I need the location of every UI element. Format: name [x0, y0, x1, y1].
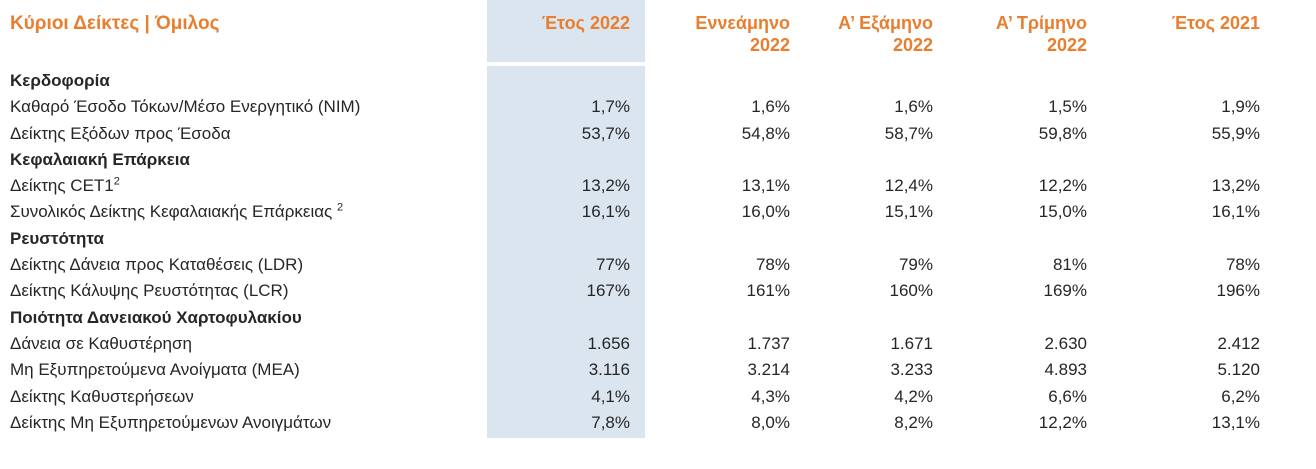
- footnote-marker: 2: [113, 175, 120, 188]
- section-label: Κερδοφορία: [10, 71, 110, 90]
- cell-value: 58,7%: [884, 123, 933, 143]
- cell-value: 78%: [755, 255, 790, 275]
- cell-value: 4,3%: [751, 386, 790, 406]
- cell-value: 6,6%: [1048, 386, 1087, 406]
- row-label: Δείκτης CET12: [10, 175, 120, 196]
- cell-value: 3.214: [747, 360, 790, 380]
- cell-value: 1,7%: [591, 97, 630, 117]
- row-label: Δείκτης Καθυστερήσεων: [10, 386, 194, 406]
- row-label: Δείκτης Μη Εξυπηρετούμενων Ανοιγμάτων: [10, 412, 332, 432]
- cell-value: 4,2%: [894, 386, 933, 406]
- table-header: Κύριοι Δείκτες | Όμιλος Έτος 2022 Εννεάμη…: [0, 0, 1316, 66]
- cell-value: 81%: [1052, 255, 1087, 275]
- cell-value: 15,1%: [884, 202, 933, 222]
- cell-value: 13,1%: [741, 176, 790, 196]
- section-row: Κεφαλαιακή Επάρκεια: [0, 150, 1316, 170]
- cell-value: 196%: [1216, 281, 1260, 301]
- cell-value: 3.233: [890, 360, 933, 380]
- footnote-marker: 2: [336, 201, 344, 214]
- cell-value: 169%: [1043, 281, 1087, 301]
- row-label: Συνολικός Δείκτης Κεφαλαιακής Επάρκειας …: [10, 201, 344, 222]
- column-header-line: Α’ Εξάμηνο: [838, 13, 933, 33]
- cell-value: 55,9%: [1211, 123, 1260, 143]
- cell-value: 79%: [898, 255, 933, 275]
- table-row: Δείκτης CET12 13,2% 13,1% 12,4% 12,2% 13,2%: [0, 176, 1316, 196]
- section-row: Κερδοφορία: [0, 71, 1316, 91]
- row-label: Δείκτης Κάλυψης Ρευστότητας (LCR): [10, 281, 289, 301]
- cell-value: 167%: [586, 281, 630, 301]
- column-header-line: 2022: [892, 35, 933, 55]
- cell-value: 54,8%: [741, 123, 790, 143]
- cell-value: 8,0%: [751, 412, 790, 432]
- table-row: Δείκτης Καθυστερήσεων 4,1% 4,3% 4,2% 6,6% 6,2…: [0, 387, 1316, 407]
- cell-value: 12,2%: [1038, 412, 1087, 432]
- table-row: Δάνεια σε Καθυστέρηση 1.656 1.737 1.671 2.63…: [0, 334, 1316, 354]
- cell-value: 1,6%: [751, 97, 790, 117]
- cell-value: 77%: [595, 255, 630, 275]
- table-row: Δείκτης Κάλυψης Ρευστότητας (LCR) 167% 161…: [0, 281, 1316, 301]
- section-label: Ρευστότητα: [10, 228, 104, 248]
- cell-value: 5.120: [1217, 360, 1260, 380]
- table-row: Συνολικός Δείκτης Κεφαλαιακής Επάρκειας …: [0, 202, 1316, 222]
- cell-value: 2.630: [1044, 333, 1087, 353]
- column-header: Έτος 2022: [487, 0, 645, 66]
- cell-value: 16,1%: [1211, 202, 1260, 222]
- highlight-column-body-bg: [487, 66, 645, 438]
- column-header-line: Έτος 2022: [541, 13, 630, 33]
- cell-value: 1.656: [587, 333, 630, 353]
- cell-value: 1.671: [890, 333, 933, 353]
- cell-value: 8,2%: [894, 412, 933, 432]
- cell-value: 16,0%: [741, 202, 790, 222]
- cell-value: 4,1%: [591, 386, 630, 406]
- section-label: Κεφαλαιακή Επάρκεια: [10, 149, 190, 169]
- cell-value: 161%: [746, 281, 790, 301]
- cell-value: 1,6%: [894, 97, 933, 117]
- table-row: Δείκτης Μη Εξυπηρετούμενων Ανοιγμάτων 7,8…: [0, 413, 1316, 433]
- table-row: Δείκτης Δάνεια προς Καταθέσεις (LDR) 77% 7…: [0, 255, 1316, 275]
- column-header-line: Έτος 2021: [1171, 13, 1260, 33]
- row-label: Δείκτης Εξόδων προς Έσοδα: [10, 123, 231, 143]
- cell-value: 3.116: [588, 360, 630, 380]
- table-row: Δείκτης Εξόδων προς Έσοδα 53,7% 54,8% 58,7%…: [0, 124, 1316, 144]
- cell-value: 2.412: [1217, 333, 1260, 353]
- cell-value: 6,2%: [1221, 386, 1260, 406]
- column-header-line: 2022: [749, 35, 790, 55]
- row-label: Δάνεια σε Καθυστέρηση: [10, 333, 192, 353]
- section-row: Ποιότητα Δανειακού Χαρτοφυλακίου: [0, 308, 1316, 328]
- cell-value: 53,7%: [581, 123, 630, 143]
- cell-value: 4.893: [1044, 360, 1087, 380]
- column-header-line: Εννεάμηνο: [695, 13, 790, 33]
- cell-value: 13,1%: [1211, 412, 1260, 432]
- cell-value: 1,5%: [1048, 97, 1087, 117]
- table-title: Κύριοι Δείκτες | Όμιλος: [10, 13, 220, 34]
- table-row: Καθαρό Έσοδο Τόκων/Μέσο Ενεργητικό (NIM)…: [0, 97, 1316, 117]
- section-label: Ποιότητα Δανειακού Χαρτοφυλακίου: [10, 307, 302, 327]
- cell-value: 13,2%: [1211, 176, 1260, 196]
- cell-value: 59,8%: [1038, 123, 1087, 143]
- column-header: Α’ Τρίμηνο 2022: [936, 0, 1090, 66]
- cell-value: 12,4%: [884, 176, 933, 196]
- cell-value: 1.737: [747, 333, 790, 353]
- column-header-line: Α’ Τρίμηνο: [995, 13, 1087, 33]
- cell-value: 16,1%: [581, 202, 630, 222]
- section-row: Ρευστότητα: [0, 229, 1316, 249]
- table-body: Κερδοφορία Καθαρό Έσοδο Τόκων/Μέσο Ενεργη…: [0, 66, 1316, 438]
- cell-value: 1,9%: [1221, 97, 1260, 117]
- cell-value: 15,0%: [1038, 202, 1087, 222]
- column-header-line: 2022: [1046, 35, 1087, 55]
- cell-value: 78%: [1225, 255, 1260, 275]
- cell-value: 13,2%: [581, 176, 630, 196]
- cell-value: 12,2%: [1038, 176, 1087, 196]
- row-label: Μη Εξυπηρετούμενα Ανοίγματα (ΜΕΑ): [10, 360, 300, 380]
- column-header: Α’ Εξάμηνο 2022: [793, 0, 936, 66]
- table-row: Μη Εξυπηρετούμενα Ανοίγματα (ΜΕΑ) 3.116 3.…: [0, 360, 1316, 380]
- row-label: Δείκτης Δάνεια προς Καταθέσεις (LDR): [10, 255, 304, 275]
- cell-value: 7,8%: [591, 412, 630, 432]
- column-header: Εννεάμηνο 2022: [645, 0, 793, 66]
- highlight-column-header-bg: [487, 0, 645, 62]
- column-header: Έτος 2021: [1090, 0, 1263, 66]
- row-label: Καθαρό Έσοδο Τόκων/Μέσο Ενεργητικό (NIM): [10, 97, 361, 117]
- cell-value: 160%: [889, 281, 933, 301]
